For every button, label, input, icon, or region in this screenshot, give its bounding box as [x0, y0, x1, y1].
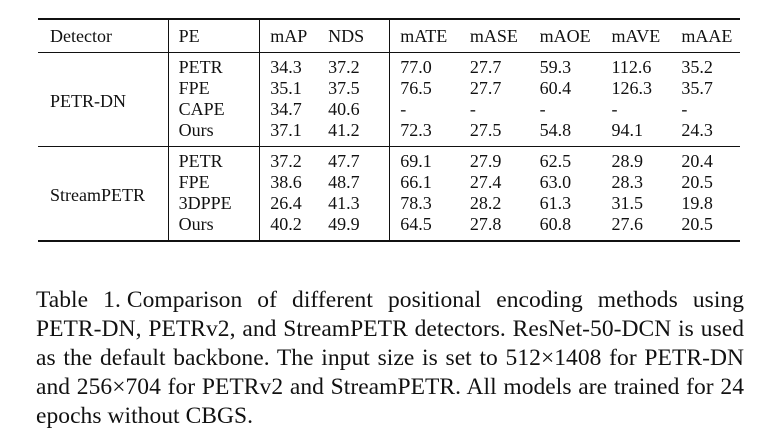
mave-cell: 94.1 — [611, 120, 644, 140]
map-cell: 38.6 — [270, 172, 302, 192]
header-maae: mAAE — [681, 26, 733, 46]
map-cell: 35.1 — [270, 78, 302, 98]
mate-cell: 64.5 — [400, 214, 432, 234]
mave-cell: 126.3 — [611, 78, 653, 98]
caption-label: Table 1. — [36, 286, 121, 313]
maoe-cell: - — [539, 99, 546, 119]
table-row: FPE 38.6 48.7 66.1 27.4 63.0 28.3 20.5 — [38, 172, 740, 193]
nds-cell: 41.2 — [328, 120, 391, 147]
pe-cell: Ours — [168, 120, 261, 147]
pe-cell: FPE — [168, 172, 261, 193]
nds-cell: 47.7 — [328, 146, 391, 172]
group-petr-dn: PETR-DN PETR 34.3 37.2 77.0 27.7 59.3 11… — [38, 52, 740, 147]
maae-cell: 20.4 — [681, 151, 713, 171]
header-detector: Detector — [38, 19, 169, 53]
pe-cell: Ours — [168, 214, 261, 241]
table-row: PETR-DN PETR 34.3 37.2 77.0 27.7 59.3 11… — [38, 52, 740, 147]
nds-cell: 40.6 — [328, 99, 391, 120]
mave-cell: 28.3 — [611, 172, 644, 192]
maae-cell: 20.5 — [681, 214, 713, 234]
maae-cell: - — [681, 99, 688, 119]
detector-cell: StreamPETR — [38, 146, 169, 241]
mate-cell: 69.1 — [400, 151, 432, 171]
header-nds: NDS — [328, 19, 391, 53]
mave-cell: 28.9 — [611, 151, 644, 171]
table-caption: Table 1. Comparison of different position… — [36, 286, 744, 431]
table-header-row: Detector PE mAP NDS mATE mASE mAOE mAVE … — [38, 19, 740, 53]
mate-cell: 78.3 — [400, 193, 432, 213]
map-cell: 37.1 — [270, 120, 302, 140]
pe-cell: 3DPPE — [168, 193, 261, 214]
nds-cell: 48.7 — [328, 172, 391, 193]
table-row: CAPE 34.7 40.6 - - - - - — [38, 99, 740, 120]
table-row: Ours 37.1 41.2 72.3 27.5 54.8 94.1 24.3 — [38, 120, 740, 147]
mave-cell: 112.6 — [611, 57, 652, 77]
mase-cell: 27.9 — [469, 151, 502, 171]
mase-cell: 27.8 — [469, 214, 502, 234]
table-row: 3DPPE 26.4 41.3 78.3 28.2 61.3 31.5 19.8 — [38, 193, 740, 214]
header-pe: PE — [168, 19, 261, 53]
mave-cell: 27.6 — [611, 214, 644, 234]
mate-cell: 66.1 — [400, 172, 432, 192]
maoe-cell: 63.0 — [539, 172, 572, 192]
table-row: FPE 35.1 37.5 76.5 27.7 60.4 126.3 35.7 — [38, 78, 740, 99]
maae-cell: 19.8 — [681, 193, 713, 213]
nds-cell: 37.2 — [328, 52, 391, 78]
header-maoe: mAOE — [539, 26, 591, 46]
mate-cell: - — [400, 99, 407, 119]
mase-cell: 27.7 — [469, 78, 502, 98]
table-row: Ours 40.2 49.9 64.5 27.8 60.8 27.6 20.5 — [38, 214, 740, 241]
pe-cell: FPE — [168, 78, 261, 99]
maoe-cell: 61.3 — [539, 193, 572, 213]
maoe-cell: 60.4 — [539, 78, 572, 98]
header-mate: mATE — [400, 26, 448, 46]
group-streampetr: StreamPETR PETR 37.2 47.7 69.1 27.9 62.5… — [38, 146, 740, 241]
header-mave: mAVE — [611, 26, 661, 46]
mase-cell: 27.7 — [469, 57, 502, 77]
header-map: mAP — [270, 26, 308, 46]
mate-cell: 72.3 — [400, 120, 432, 140]
pe-cell: CAPE — [168, 99, 261, 120]
pe-cell: PETR — [168, 146, 261, 172]
map-cell: 34.7 — [270, 99, 302, 119]
pe-cell: PETR — [168, 52, 261, 78]
nds-cell: 37.5 — [328, 78, 391, 99]
nds-cell: 49.9 — [328, 214, 391, 241]
mate-cell: 76.5 — [400, 78, 432, 98]
mase-cell: 27.5 — [469, 120, 502, 140]
nds-cell: 41.3 — [328, 193, 391, 214]
mase-cell: - — [469, 99, 476, 119]
map-cell: 34.3 — [270, 57, 302, 77]
maae-cell: 20.5 — [681, 172, 713, 192]
maae-cell: 35.2 — [681, 57, 713, 77]
header-mase: mASE — [469, 26, 518, 46]
maae-cell: 35.7 — [681, 78, 713, 98]
mate-cell: 77.0 — [400, 57, 432, 77]
results-table: Detector PE mAP NDS mATE mASE mAOE mAVE … — [38, 18, 740, 242]
maoe-cell: 59.3 — [539, 57, 572, 77]
maae-cell: 24.3 — [681, 120, 713, 140]
mave-cell: - — [611, 99, 618, 119]
detector-cell: PETR-DN — [38, 52, 169, 147]
caption-text: Comparison of different positional encod… — [36, 286, 744, 429]
maoe-cell: 54.8 — [539, 120, 572, 140]
maoe-cell: 62.5 — [539, 151, 572, 171]
maoe-cell: 60.8 — [539, 214, 572, 234]
map-cell: 26.4 — [270, 193, 302, 213]
mase-cell: 27.4 — [469, 172, 502, 192]
map-cell: 37.2 — [270, 151, 302, 171]
table-row: StreamPETR PETR 37.2 47.7 69.1 27.9 62.5… — [38, 146, 740, 241]
mave-cell: 31.5 — [611, 193, 644, 213]
mase-cell: 28.2 — [469, 193, 502, 213]
map-cell: 40.2 — [270, 214, 302, 234]
